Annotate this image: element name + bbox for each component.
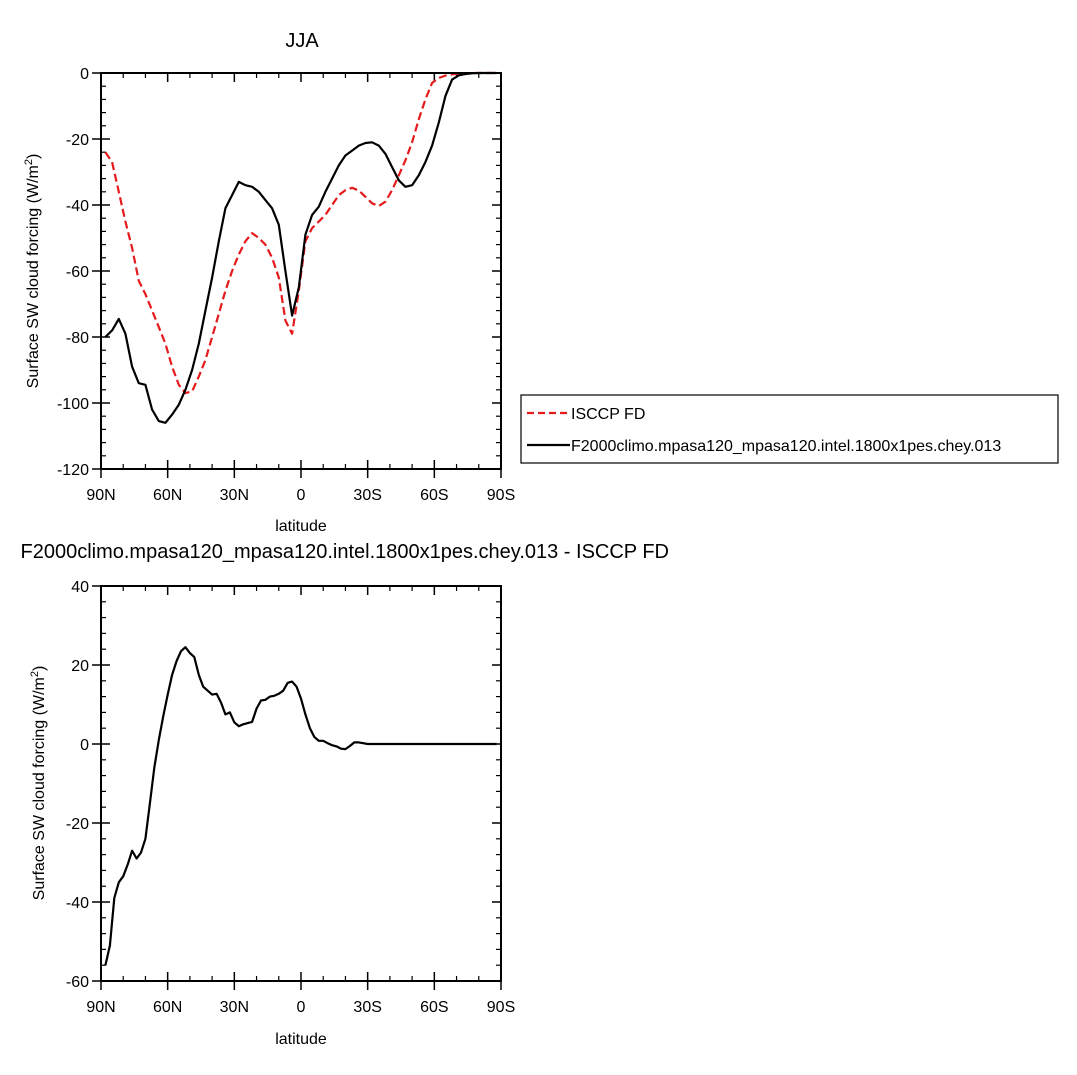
bottom-ytick-label-4: -40	[66, 895, 89, 912]
top-chart-y-tick-labels: 0 -20 -40 -60 -80 -100 -120	[57, 66, 89, 479]
bottom-chart: F2000climo.mpasa120_mpasa120.intel.1800x…	[20, 541, 669, 1048]
top-y-label-main: Surface SW cloud forcing (W/m	[25, 165, 42, 388]
legend-label-isccp: ISCCP FD	[571, 406, 645, 423]
bottom-chart-ticks	[92, 585, 502, 990]
bottom-y-label-superscript: 2	[29, 671, 41, 677]
top-ytick-label-6: -120	[57, 462, 89, 479]
top-y-label-superscript: 2	[23, 159, 35, 165]
top-ytick-label-0: 0	[80, 66, 89, 83]
bottom-xtick-label-0: 90N	[86, 999, 115, 1016]
top-chart-plot-frame	[100, 72, 502, 470]
bottom-xtick-label-4: 30S	[353, 999, 381, 1016]
bottom-xtick-label-3: 0	[297, 999, 306, 1016]
top-xtick-label-3: 0	[297, 487, 306, 504]
top-series-line-1	[104, 71, 497, 424]
legend-label-model: F2000climo.mpasa120_mpasa120.intel.1800x…	[571, 438, 1001, 455]
top-ytick-label-5: -100	[57, 396, 89, 413]
legend-box	[520, 394, 1059, 464]
top-xtick-label-0: 90N	[86, 487, 115, 504]
top-chart-y-axis-label: Surface SW cloud forcing (W/m2)	[23, 154, 42, 389]
top-chart-title: JJA	[285, 30, 319, 52]
top-xtick-label-2: 30N	[220, 487, 249, 504]
bottom-chart-y-axis-label: Surface SW cloud forcing (W/m2)	[29, 666, 48, 901]
top-xtick-label-1: 60N	[153, 487, 182, 504]
bottom-xtick-label-6: 90S	[487, 999, 515, 1016]
top-series-line-0	[104, 71, 497, 395]
top-y-label-close: )	[25, 154, 42, 159]
bottom-series-line-0	[104, 646, 497, 966]
top-ytick-label-1: -20	[66, 132, 89, 149]
top-chart-x-tick-labels: 90N 60N 30N 0 30S 60S 90S	[86, 487, 515, 504]
bottom-chart-y-tick-labels: 40 20 0 -20 -40 -60	[66, 579, 89, 991]
bottom-chart-title: F2000climo.mpasa120_mpasa120.intel.1800x…	[20, 541, 669, 563]
bottom-ytick-label-5: -60	[66, 974, 89, 991]
legend: ISCCP FD F2000climo.mpasa120_mpasa120.in…	[520, 394, 1059, 464]
top-ytick-label-2: -40	[66, 198, 89, 215]
bottom-xtick-label-2: 30N	[220, 999, 249, 1016]
top-chart-series	[104, 71, 497, 424]
bottom-xtick-label-1: 60N	[153, 999, 182, 1016]
bottom-chart-plot-frame	[100, 585, 502, 982]
bottom-ytick-label-0: 40	[71, 579, 89, 596]
bottom-ytick-label-2: 0	[80, 737, 89, 754]
top-ytick-label-4: -80	[66, 330, 89, 347]
bottom-chart-series	[104, 646, 497, 966]
bottom-y-label-main: Surface SW cloud forcing (W/m	[31, 677, 48, 900]
top-xtick-label-6: 90S	[487, 487, 515, 504]
top-chart-x-axis-label: latitude	[275, 518, 327, 535]
bottom-ytick-label-3: -20	[66, 816, 89, 833]
top-xtick-label-4: 30S	[353, 487, 381, 504]
top-chart: JJA 0 -20 -40 -60 -80 -100 -120 90N 60N 30N 0 30S 6…	[23, 30, 515, 535]
bottom-chart-x-tick-labels: 90N 60N 30N 0 30S 60S 90S	[86, 999, 515, 1016]
bottom-ytick-label-1: 20	[71, 658, 89, 675]
bottom-xtick-label-5: 60S	[420, 999, 448, 1016]
top-xtick-label-5: 60S	[420, 487, 448, 504]
bottom-chart-x-axis-label: latitude	[275, 1031, 327, 1048]
top-chart-ticks	[92, 72, 502, 478]
bottom-y-label-close: )	[31, 666, 48, 671]
top-ytick-label-3: -60	[66, 264, 89, 281]
